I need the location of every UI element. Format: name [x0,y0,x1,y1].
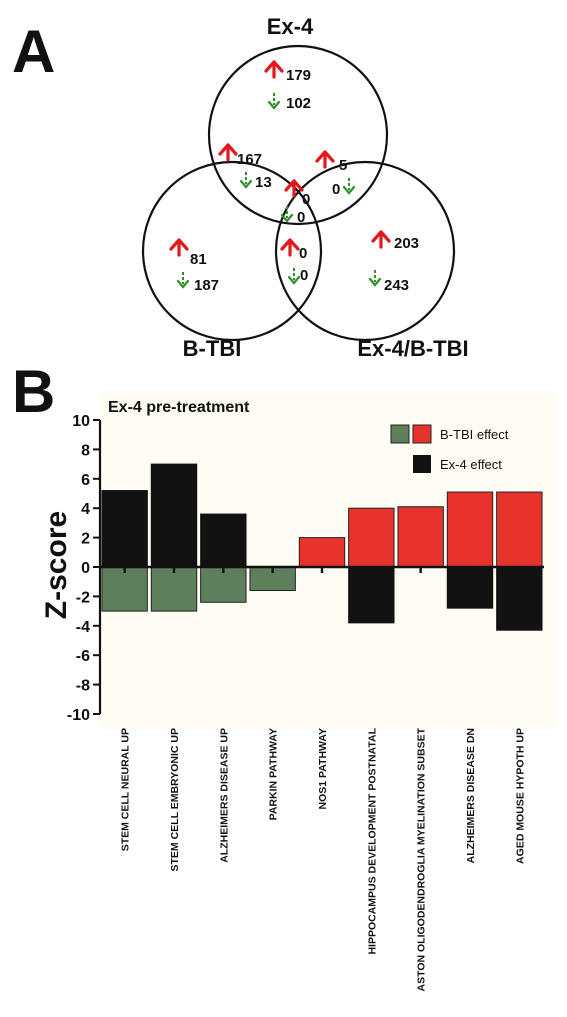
up-arrow-icon [315,150,335,169]
venn-down-count: 102 [286,95,311,112]
bar-btbi-effect [446,491,494,568]
down-arrow-icon [176,279,190,289]
down-arrow-icon [239,179,253,189]
venn-region-ex4-only: 179 102 [264,60,311,112]
up-arrow-icon [264,60,284,79]
up-arrow-icon [280,238,300,257]
category-label: STEM CELL EMBRYONIC UP [169,728,181,872]
y-tick-label: 8 [81,442,90,459]
category-label: ALZHEIMERS DISEASE DN [465,728,477,863]
venn-down-count: 0 [332,181,340,198]
bar-btbi-effect [101,566,148,612]
y-tick-label: 2 [81,531,90,548]
venn-up-count: 167 [237,151,262,168]
category-label: AGED MOUSE HYPOTH UP [514,728,526,864]
venn-circle-btbi [141,160,323,342]
legend-label-ex4: Ex-4 effect [440,457,502,472]
venn-down-count: 187 [194,277,219,294]
bar-ex4-effect [348,566,395,624]
category-label: ASTON OLIGODENDROGLIA MYELINATION SUBSET [416,727,428,991]
y-tick-label: -2 [76,589,90,606]
venn-down-count: 0 [300,267,308,284]
venn-circle-ex4 [207,44,389,226]
bar-btbi-effect [298,537,346,568]
venn-region-ex4-ex4btbi-overlap: 50 [315,150,356,198]
bar-ex4-effect [150,463,198,568]
venn-region-center: 00 [280,179,310,226]
category-label: HIPPOCAMPUS DEVELOPMENT POSTNATAL [366,727,378,954]
bar-ex4-effect [446,566,494,609]
y-tick-label: 6 [81,472,90,489]
venn-up-count: 179 [286,67,311,84]
legend-swatch-btbi-negative [390,424,410,444]
bar-btbi-effect [397,506,444,568]
bar-btbi-effect [496,491,543,568]
down-arrow-icon [287,275,301,285]
category-label: NOS1 PATHWAY [317,728,329,810]
bar-btbi-effect [348,507,395,568]
set-label-ex4: Ex-4 [267,14,314,39]
down-arrow-icon [267,100,281,110]
up-arrow-icon [284,179,304,198]
bar-ex4-effect [496,566,543,631]
up-arrow-icon [371,230,391,249]
venn-region-btbi-only: 81 187 [169,238,219,294]
y-tick-label: 10 [72,413,90,430]
y-axis-label: Z-score [40,511,73,619]
panel-a: A Ex-4 B-TBI Ex-4/B-TBI 1791021671350008… [12,14,469,361]
bar-ex4-effect [101,490,148,568]
panel-a-letter: A [12,18,55,85]
set-label-btbi: B-TBI [183,336,242,361]
venn-up-count: 203 [394,235,419,252]
y-tick-label: 4 [81,501,90,518]
panel-b-letter: B [12,358,55,425]
legend: B-TBI effect Ex-4 effect [390,424,509,473]
venn-up-count: 0 [299,245,307,262]
up-arrow-icon [169,238,189,257]
bar-btbi-effect [150,566,198,612]
bar-ex4-effect [200,513,247,568]
y-tick-label: -4 [76,619,90,636]
venn-up-count: 5 [339,157,347,174]
y-tick-label: 0 [81,560,90,577]
zero-line-group [100,565,544,573]
down-arrow-icon [368,277,382,287]
category-label: STEM CELL NEURAL UP [120,728,132,851]
category-label: ALZHEIMERS DISEASE UP [218,728,230,863]
bars [101,463,543,631]
set-label-ex4-btbi: Ex-4/B-TBI [357,336,468,361]
down-arrow-icon [342,185,356,195]
legend-label-btbi: B-TBI effect [440,427,509,442]
venn-up-count: 0 [302,191,310,208]
venn-down-count: 243 [384,277,409,294]
venn-region-btbi-ex4btbi-overlap: 00 [280,238,308,285]
up-arrow-icon [218,143,238,162]
legend-swatch-ex4 [413,455,431,473]
y-tick-label: -8 [76,678,90,695]
venn-down-count: 0 [297,209,305,226]
y-tick-label: -6 [76,648,90,665]
chart-title: Ex-4 pre-treatment [108,399,250,416]
venn-down-count: 13 [255,174,272,191]
venn-circle-ex4-btbi [274,160,456,342]
venn-up-count: 81 [190,251,207,268]
category-label: PARKIN PATHWAY [268,728,280,820]
venn-region-ex4btbi-only: 203 243 [368,230,419,294]
legend-swatch-btbi [412,424,432,444]
down-arrow-icon [280,213,294,223]
panel-b: B Ex-4 pre-treatment Z-score 10 8 6 4 2 0 -2 -4… [12,358,555,991]
y-tick-label: -10 [67,707,90,724]
x-labels: STEM CELL NEURAL UP STEM CELL EMBRYONIC U… [120,727,527,991]
